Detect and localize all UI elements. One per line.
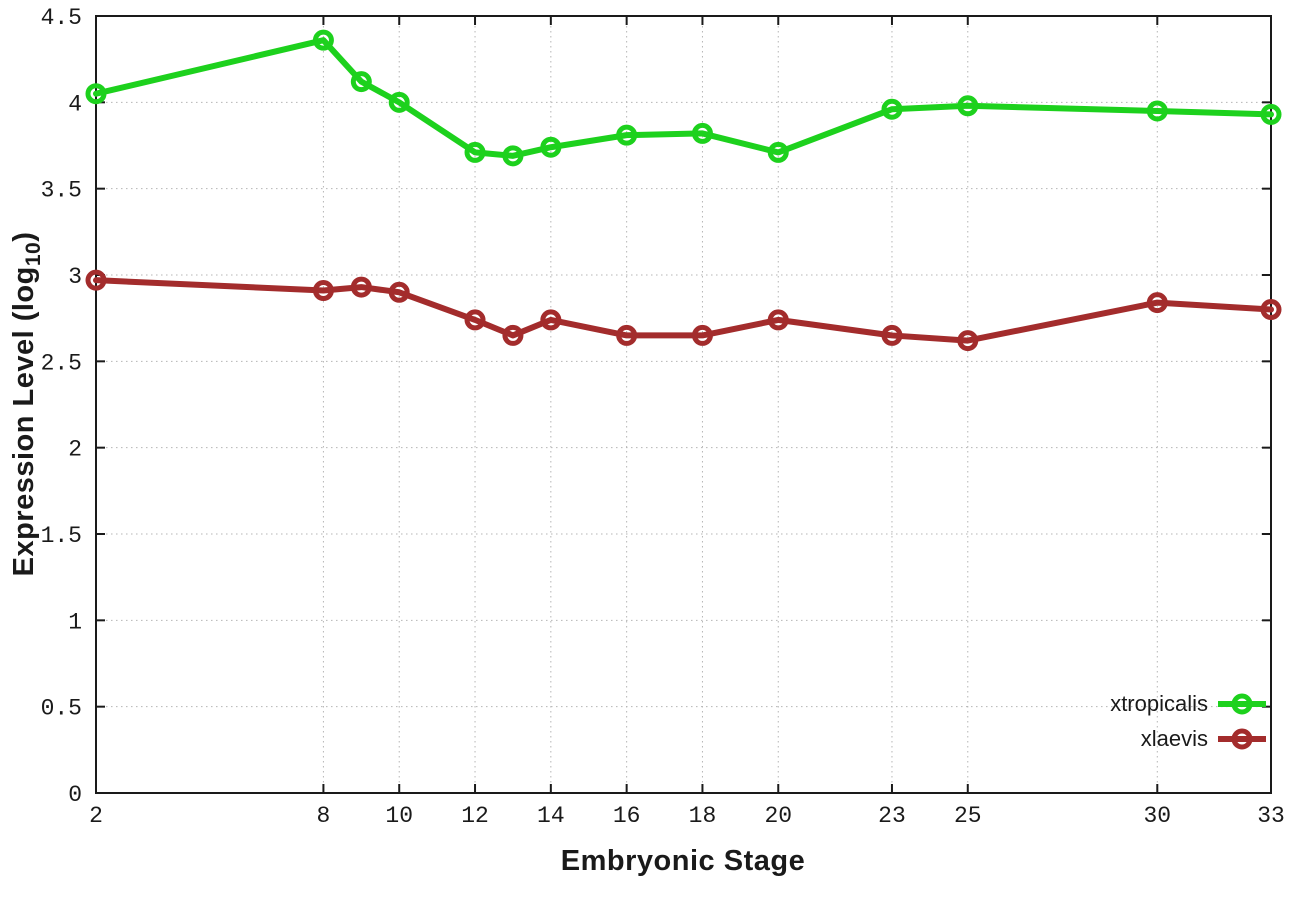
x-tick-label: 33 bbox=[1257, 803, 1285, 829]
data-point-xtropicalis bbox=[350, 71, 372, 93]
legend-circle-marker-icon bbox=[1231, 693, 1253, 715]
data-point-xlaevis bbox=[540, 309, 562, 331]
data-point-xlaevis bbox=[350, 276, 372, 298]
y-tick-label: 2 bbox=[68, 437, 82, 463]
data-point-xtropicalis bbox=[312, 29, 334, 51]
data-point-xlaevis bbox=[312, 280, 334, 302]
data-point-xtropicalis bbox=[957, 95, 979, 117]
data-point-xtropicalis bbox=[540, 136, 562, 158]
legend-row-xlaevis: xlaevis bbox=[1110, 727, 1266, 751]
x-tick-label: 25 bbox=[954, 803, 982, 829]
data-point-xlaevis bbox=[767, 309, 789, 331]
x-tick-label: 30 bbox=[1143, 803, 1171, 829]
y-axis-title-subscript: 10 bbox=[22, 241, 45, 267]
y-axis-title: Expression Level (log10) bbox=[8, 232, 46, 577]
x-tick-label: 8 bbox=[317, 803, 331, 829]
data-point-xtropicalis bbox=[388, 91, 410, 113]
x-tick-label: 16 bbox=[613, 803, 641, 829]
legend-label-xlaevis: xlaevis bbox=[1140, 726, 1208, 751]
y-tick-label: 3.5 bbox=[41, 178, 82, 204]
data-point-xlaevis bbox=[691, 324, 713, 346]
y-tick-label: 4.5 bbox=[41, 5, 82, 31]
x-tick-label: 12 bbox=[461, 803, 489, 829]
y-tick-label: 1 bbox=[68, 609, 82, 635]
legend-row-xtropicalis: xtropicalis bbox=[1110, 692, 1266, 716]
data-point-xlaevis bbox=[957, 330, 979, 352]
tick-marks bbox=[95, 15, 1272, 794]
y-tick-label: 0.5 bbox=[41, 696, 82, 722]
data-point-xtropicalis bbox=[1146, 100, 1168, 122]
x-tick-label: 23 bbox=[878, 803, 906, 829]
series-xlaevis bbox=[85, 269, 1282, 352]
legend-circle-marker-icon bbox=[1231, 728, 1253, 750]
data-point-xlaevis bbox=[85, 269, 107, 291]
x-tick-label: 10 bbox=[385, 803, 413, 829]
y-axis-title-text: Expression Level (log bbox=[8, 266, 40, 577]
y-tick-label: 3 bbox=[68, 264, 82, 290]
data-point-xtropicalis bbox=[881, 98, 903, 120]
data-point-xtropicalis bbox=[691, 122, 713, 144]
data-point-xlaevis bbox=[1260, 299, 1282, 321]
data-point-xtropicalis bbox=[464, 141, 486, 163]
y-tick-label: 0 bbox=[68, 782, 82, 808]
data-point-xtropicalis bbox=[85, 83, 107, 105]
legend-key-xtropicalis bbox=[1218, 692, 1266, 716]
y-axis-title-close: ) bbox=[8, 231, 40, 242]
x-tick-label: 2 bbox=[89, 803, 103, 829]
x-tick-label: 18 bbox=[689, 803, 717, 829]
data-point-xtropicalis bbox=[616, 124, 638, 146]
data-point-xtropicalis bbox=[1260, 103, 1282, 125]
y-tick-labels: 0 0.5 1 1.5 2 2.5 3 3.5 4 4.5 bbox=[41, 5, 82, 808]
legend-key-xlaevis bbox=[1218, 727, 1266, 751]
data-point-xlaevis bbox=[388, 281, 410, 303]
y-tick-label: 1.5 bbox=[41, 523, 82, 549]
data-point-xlaevis bbox=[881, 324, 903, 346]
x-tick-label: 14 bbox=[537, 803, 565, 829]
x-tick-labels: 2 8 10 12 14 16 18 20 23 25 30 33 bbox=[89, 803, 1285, 829]
data-point-xlaevis bbox=[502, 324, 524, 346]
data-point-xlaevis bbox=[464, 309, 486, 331]
data-point-xlaevis bbox=[1146, 292, 1168, 314]
data-point-xtropicalis bbox=[767, 141, 789, 163]
series-xtropicalis bbox=[85, 29, 1282, 167]
y-tick-label: 4 bbox=[68, 91, 82, 117]
plot-border bbox=[95, 15, 1272, 794]
legend-label-xtropicalis: xtropicalis bbox=[1110, 691, 1208, 716]
x-tick-label: 20 bbox=[764, 803, 792, 829]
x-axis-title: Embryonic Stage bbox=[560, 845, 806, 877]
data-point-xlaevis bbox=[616, 324, 638, 346]
y-tick-label: 2.5 bbox=[41, 350, 82, 376]
data-point-xtropicalis bbox=[502, 145, 524, 167]
legend: xtropicalis xlaevis bbox=[1110, 692, 1266, 751]
